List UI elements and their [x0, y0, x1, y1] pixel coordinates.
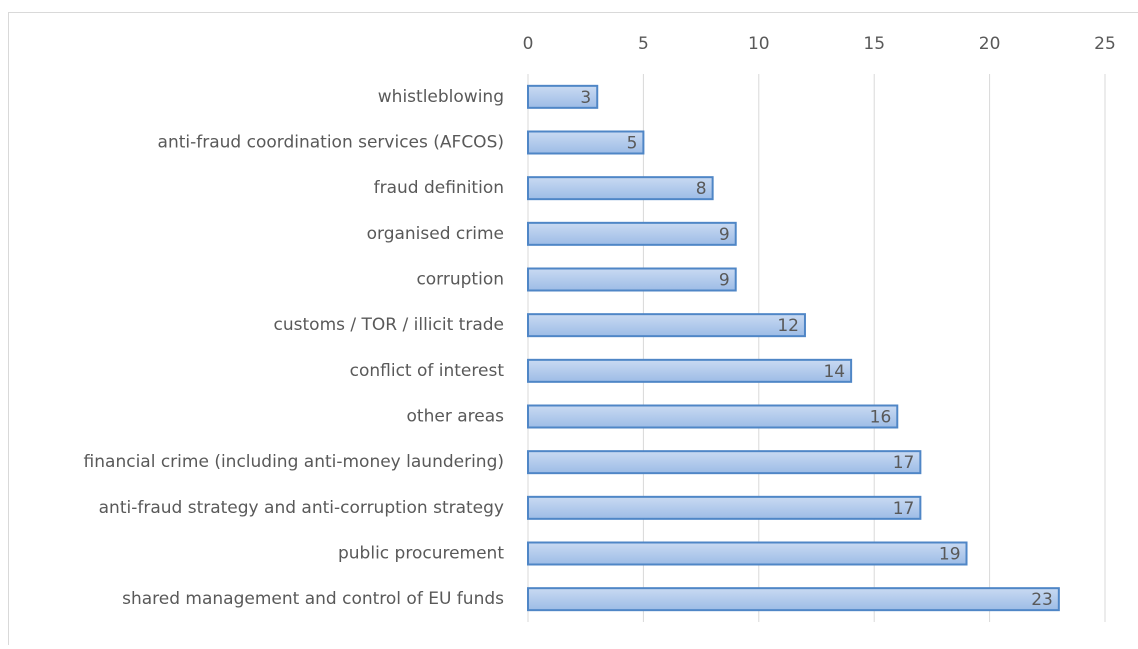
y-tick-label: financial crime (including anti-money la… [84, 452, 504, 472]
data-label: 23 [1031, 590, 1053, 610]
x-tick-label: 0 [523, 34, 534, 54]
y-tick-label: anti-fraud coordination services (AFCOS) [158, 133, 504, 153]
bar [528, 451, 920, 473]
bar [528, 588, 1059, 610]
y-tick-label: other areas [407, 407, 505, 427]
bar [528, 223, 736, 245]
data-label: 14 [823, 362, 845, 382]
bar [528, 269, 736, 291]
y-tick-label: public procurement [338, 544, 504, 564]
data-label: 5 [627, 134, 638, 154]
data-label: 8 [696, 179, 707, 199]
bar [528, 360, 851, 382]
data-label: 17 [893, 499, 915, 519]
data-label: 19 [939, 545, 961, 565]
y-tick-label: organised crime [367, 224, 504, 244]
data-label: 9 [719, 225, 730, 245]
y-tick-label: conflict of interest [350, 361, 505, 381]
y-tick-label: corruption [416, 270, 504, 290]
bar [528, 177, 713, 199]
bar [528, 543, 967, 565]
y-tick-label: customs / TOR / illicit trade [274, 315, 504, 335]
x-tick-label: 20 [979, 34, 1001, 54]
data-label: 16 [870, 408, 892, 428]
x-tick-label: 15 [863, 34, 885, 54]
y-tick-label: anti-fraud strategy and anti-corruption … [99, 498, 504, 518]
x-tick-label: 25 [1094, 34, 1116, 54]
bar [528, 497, 920, 519]
bar [528, 406, 897, 428]
data-label: 3 [580, 88, 591, 108]
y-tick-label: shared management and control of EU fund… [122, 589, 504, 609]
x-tick-label: 5 [638, 34, 649, 54]
x-tick-label: 10 [748, 34, 770, 54]
bar [528, 314, 805, 336]
data-label: 17 [893, 453, 915, 473]
data-label: 9 [719, 271, 730, 291]
y-tick-label: fraud definition [374, 178, 504, 198]
y-tick-label: whistleblowing [378, 87, 504, 107]
data-label: 12 [777, 316, 799, 336]
